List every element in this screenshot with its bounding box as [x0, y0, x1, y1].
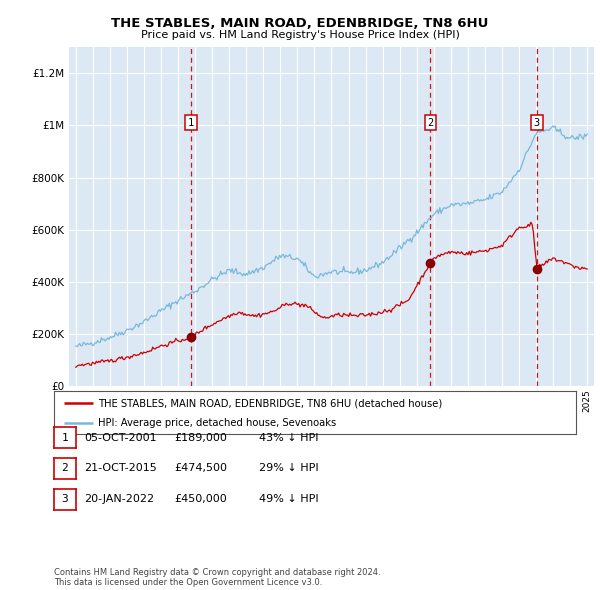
Text: 43% ↓ HPI: 43% ↓ HPI — [259, 433, 318, 442]
Text: £474,500: £474,500 — [175, 464, 227, 473]
Text: £189,000: £189,000 — [175, 433, 227, 442]
Text: 21-OCT-2015: 21-OCT-2015 — [85, 464, 157, 473]
Text: £450,000: £450,000 — [175, 494, 227, 504]
Text: HPI: Average price, detached house, Sevenoaks: HPI: Average price, detached house, Seve… — [98, 418, 337, 428]
Text: Contains HM Land Registry data © Crown copyright and database right 2024.
This d: Contains HM Land Registry data © Crown c… — [54, 568, 380, 587]
Text: 2: 2 — [61, 464, 68, 473]
Text: 20-JAN-2022: 20-JAN-2022 — [85, 494, 155, 504]
Text: 29% ↓ HPI: 29% ↓ HPI — [259, 464, 318, 473]
Text: 49% ↓ HPI: 49% ↓ HPI — [259, 494, 318, 504]
Text: Price paid vs. HM Land Registry's House Price Index (HPI): Price paid vs. HM Land Registry's House … — [140, 31, 460, 40]
Text: 2: 2 — [427, 118, 433, 128]
Text: 1: 1 — [188, 118, 194, 128]
Text: 3: 3 — [534, 118, 540, 128]
Text: 3: 3 — [61, 494, 68, 504]
Text: 05-OCT-2001: 05-OCT-2001 — [85, 433, 157, 442]
Text: THE STABLES, MAIN ROAD, EDENBRIDGE, TN8 6HU: THE STABLES, MAIN ROAD, EDENBRIDGE, TN8 … — [112, 17, 488, 30]
Text: THE STABLES, MAIN ROAD, EDENBRIDGE, TN8 6HU (detached house): THE STABLES, MAIN ROAD, EDENBRIDGE, TN8 … — [98, 398, 443, 408]
Text: 1: 1 — [61, 433, 68, 442]
